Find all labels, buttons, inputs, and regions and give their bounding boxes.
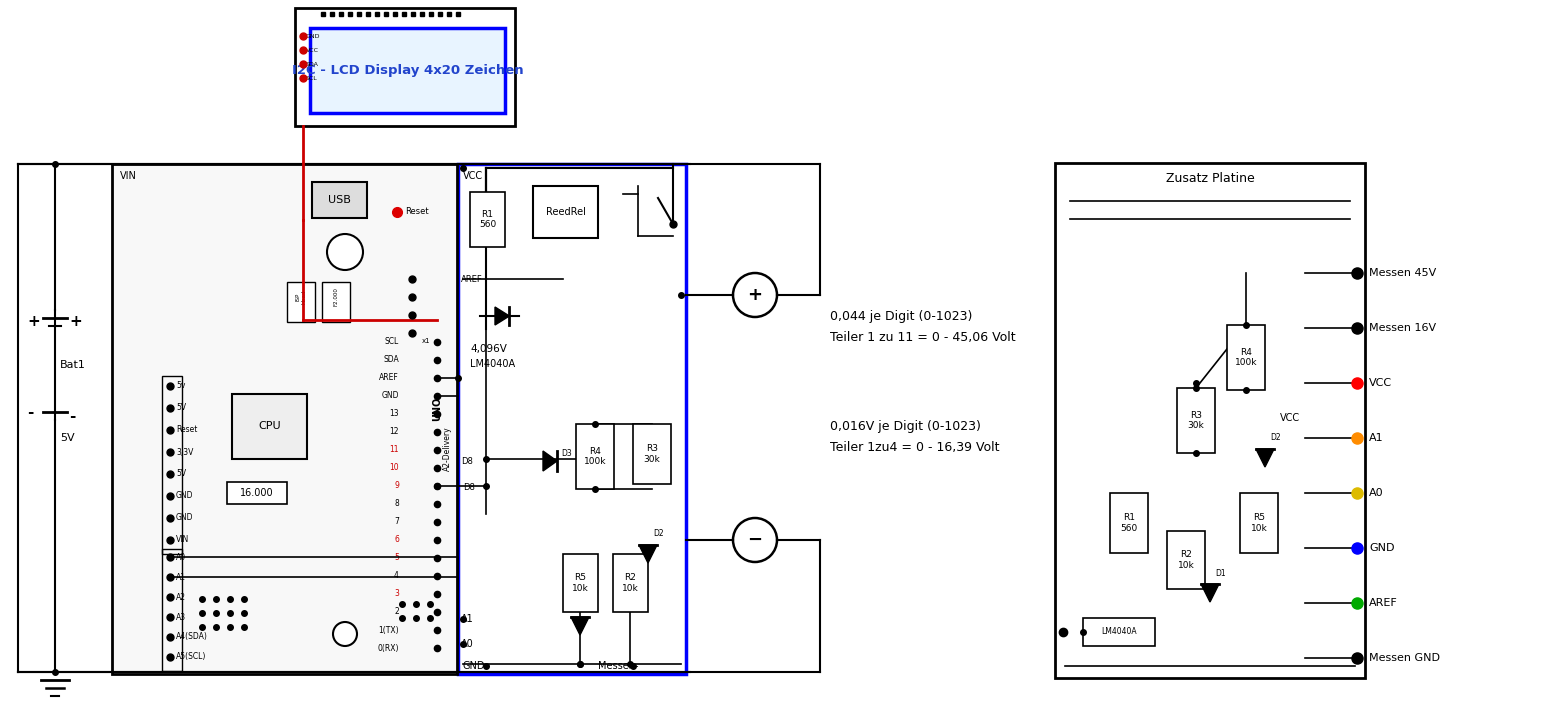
Text: 5V: 5V: [176, 403, 186, 413]
Text: D1: D1: [1214, 569, 1225, 578]
Text: AREF: AREF: [379, 374, 399, 382]
Text: Bat1: Bat1: [60, 360, 86, 370]
Text: SCL: SCL: [385, 337, 399, 347]
Bar: [311, 182, 367, 218]
Circle shape: [333, 622, 358, 646]
Text: 6: 6: [394, 535, 399, 545]
Text: Messen 16V: Messen 16V: [1368, 323, 1436, 333]
Text: Messen GND: Messen GND: [1368, 653, 1439, 663]
Bar: [287, 282, 314, 322]
Text: A0: A0: [461, 639, 473, 649]
Text: 3: 3: [394, 589, 399, 598]
Text: GND: GND: [1368, 543, 1395, 553]
Text: USB: USB: [328, 195, 350, 205]
Text: +: +: [747, 286, 763, 304]
Bar: [227, 482, 287, 504]
Text: A0: A0: [176, 552, 186, 562]
Bar: [294, 8, 515, 126]
Polygon shape: [1256, 449, 1274, 467]
Polygon shape: [495, 307, 510, 325]
Bar: [1241, 493, 1277, 553]
Bar: [1177, 388, 1214, 453]
Bar: [562, 554, 598, 612]
Text: SDA: SDA: [307, 62, 319, 67]
Text: GND: GND: [176, 491, 194, 501]
Text: Messen 45V: Messen 45V: [1368, 268, 1436, 278]
Text: R3
30k: R3 30k: [644, 445, 661, 464]
Text: R2
10k: R2 10k: [623, 574, 640, 593]
Text: A4(SDA): A4(SDA): [176, 632, 208, 642]
Polygon shape: [572, 617, 589, 635]
Text: A1: A1: [461, 614, 473, 624]
Text: ISP
Head: ISP Head: [296, 290, 307, 304]
Text: GND: GND: [462, 661, 485, 671]
Text: R4
100k: R4 100k: [584, 447, 606, 467]
Bar: [1056, 163, 1365, 678]
Circle shape: [734, 273, 777, 317]
Bar: [613, 554, 649, 612]
Text: UNO: UNO: [431, 397, 442, 421]
Text: VIN: VIN: [120, 171, 137, 181]
Text: D3: D3: [561, 449, 572, 457]
Text: +: +: [28, 315, 40, 330]
Text: −: −: [747, 531, 763, 549]
Text: D2: D2: [1270, 433, 1281, 442]
Text: Zusatz Platine: Zusatz Platine: [1165, 172, 1254, 186]
Bar: [1110, 493, 1148, 553]
Text: D8: D8: [461, 457, 473, 466]
Text: 5V: 5V: [176, 469, 186, 479]
Text: 0,044 je Digit (0-1023)
Teiler 1 zu 11 = 0 - 45,06 Volt: 0,044 je Digit (0-1023) Teiler 1 zu 11 =…: [831, 310, 1016, 344]
Text: VCC: VCC: [1281, 413, 1301, 423]
Text: 5: 5: [394, 554, 399, 562]
Text: I2C - LCD Display 4x20 Zeichen: I2C - LCD Display 4x20 Zeichen: [291, 64, 524, 77]
Text: A1: A1: [1368, 433, 1384, 443]
Text: 12: 12: [390, 428, 399, 437]
Text: 1(TX): 1(TX): [379, 625, 399, 635]
Text: R3
30k: R3 30k: [1188, 411, 1205, 430]
Text: -: -: [69, 408, 76, 423]
Text: +: +: [69, 315, 82, 330]
Bar: [576, 424, 613, 489]
Text: R1
560: R1 560: [1120, 513, 1137, 532]
Text: 8: 8: [394, 500, 399, 508]
Text: D1: D1: [586, 601, 596, 610]
Text: SDA: SDA: [384, 355, 399, 364]
Text: A5(SCL): A5(SCL): [176, 652, 206, 661]
Bar: [1227, 325, 1265, 390]
Text: GND: GND: [176, 513, 194, 523]
Bar: [1083, 618, 1156, 646]
Text: Reset: Reset: [405, 208, 428, 216]
Text: 0(RX): 0(RX): [378, 644, 399, 652]
Text: GND: GND: [307, 33, 321, 38]
Bar: [633, 424, 670, 484]
Text: D2: D2: [653, 530, 664, 539]
Text: 16.000: 16.000: [240, 488, 274, 498]
Polygon shape: [542, 451, 556, 471]
Text: R2
10k: R2 10k: [1177, 550, 1194, 570]
Text: -: -: [28, 405, 34, 420]
Text: A1: A1: [176, 572, 186, 581]
Polygon shape: [640, 545, 656, 563]
Text: A0: A0: [1368, 488, 1384, 498]
Text: 3,3V: 3,3V: [176, 447, 193, 457]
Circle shape: [327, 234, 364, 270]
Bar: [458, 164, 686, 674]
Polygon shape: [1200, 584, 1219, 602]
Text: LM4040A: LM4040A: [1102, 627, 1137, 637]
Text: AREF: AREF: [461, 274, 482, 284]
Text: 9: 9: [394, 481, 399, 491]
Text: 5v: 5v: [176, 381, 185, 391]
Text: CPU: CPU: [259, 421, 282, 431]
Text: AREF: AREF: [1368, 598, 1398, 608]
Text: Messen-: Messen-: [598, 661, 638, 671]
Text: R5
10k: R5 10k: [1251, 513, 1267, 532]
Bar: [310, 28, 505, 113]
Text: 5V: 5V: [60, 433, 74, 443]
Text: 4,096V: 4,096V: [470, 344, 507, 354]
Text: 7: 7: [394, 518, 399, 527]
Text: 11: 11: [390, 445, 399, 454]
Text: VCC: VCC: [1368, 378, 1392, 388]
Text: A2-Delivery: A2-Delivery: [442, 427, 452, 471]
Bar: [470, 192, 505, 247]
Bar: [322, 282, 350, 322]
